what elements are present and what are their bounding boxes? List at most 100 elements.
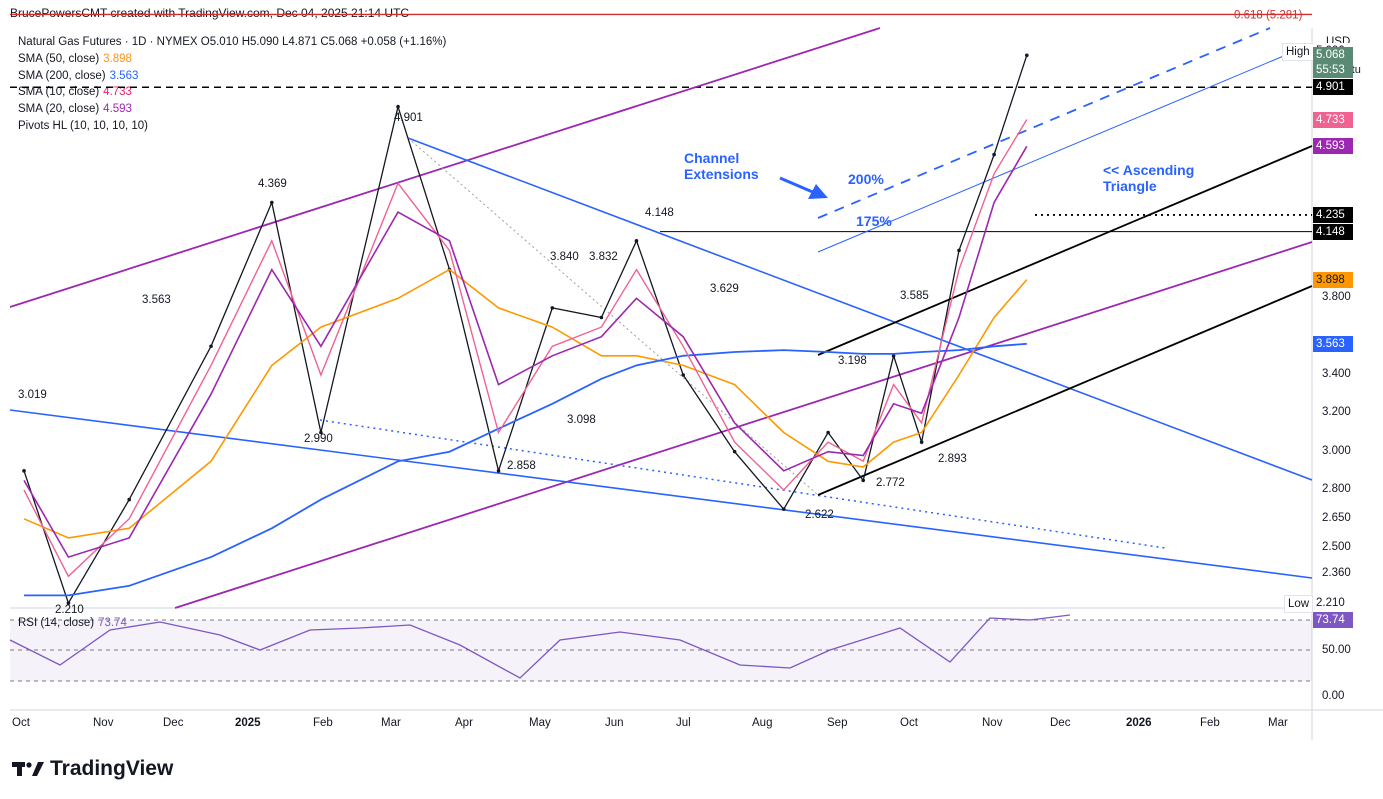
time-tick-label: Mar	[1268, 717, 1288, 729]
data-point-0-7	[447, 267, 452, 272]
pivot-label: 2.772	[876, 477, 905, 489]
legend-sma-20[interactable]: SMA (20, close) 4.593	[18, 101, 446, 118]
legend-sma-50[interactable]: SMA (50, close) 3.898	[18, 51, 446, 68]
price-tag: 4.235	[1313, 206, 1353, 223]
pivot-label: 4.369	[258, 178, 287, 190]
data-point-0-5	[319, 430, 323, 435]
price-tag: 4.901	[1313, 79, 1353, 96]
time-tick-label: Mar	[381, 717, 401, 729]
series-line-2	[24, 342, 1027, 597]
rsi-label: RSI (14, close)	[18, 617, 95, 629]
trendline-downtrend-lower	[9, 409, 1313, 579]
sma-20-value: 4.593	[103, 103, 132, 116]
sma-50-label: SMA (50, close)	[18, 52, 100, 65]
pivot-label: 2.622	[805, 509, 834, 521]
data-point-0-12	[681, 373, 686, 377]
data-point-0-3	[209, 344, 213, 349]
tradingview-logo-icon	[12, 760, 44, 778]
sma-50-value: 3.898	[103, 52, 132, 65]
series-line-4	[23, 145, 1028, 559]
price-tick-label: 3.200	[1322, 406, 1351, 419]
series-line-1	[23, 268, 1028, 539]
time-tick-label: Oct	[12, 717, 30, 729]
series-line-0	[23, 55, 1028, 605]
time-tick-label: 2026	[1126, 717, 1152, 729]
trendline-pivot-diagonal	[407, 137, 819, 496]
symbol-line[interactable]: Natural Gas Futures · 1D · NYMEX O5.010 …	[18, 36, 447, 48]
sma-10-label: SMA (10, close)	[18, 86, 100, 99]
legend-pivots[interactable]: Pivots HL (10, 10, 10, 10)	[18, 118, 446, 135]
trendline-support-dotted	[319, 419, 1166, 549]
time-tick-label: Jul	[676, 717, 691, 729]
ascending-triangle-annotation: << Ascending Triangle	[1103, 162, 1195, 194]
price-tag-low-prefix: Low	[1284, 595, 1314, 614]
pivot-label: 4.148	[645, 207, 674, 219]
time-tick-label: Feb	[313, 717, 333, 729]
pivot-label: 3.585	[900, 290, 929, 302]
price-tick-label: 2.500	[1322, 540, 1351, 553]
pivot-label: 2.893	[938, 453, 967, 465]
pivot-label: 3.198	[838, 355, 867, 367]
pivot-label: 3.563	[142, 294, 171, 306]
annotation-arrow-line	[779, 176, 816, 195]
time-tick-label: Nov	[93, 717, 114, 729]
data-point-0-11	[634, 239, 639, 243]
rsi-line	[9, 614, 1071, 679]
price-tick-label: 2.650	[1322, 511, 1351, 524]
sma-200-label: SMA (200, close)	[18, 69, 106, 82]
pivot-label: 2.210	[55, 604, 84, 616]
price-tag-high-prefix: High	[1282, 43, 1314, 62]
price-tick-label: 2.360	[1322, 567, 1351, 580]
data-point-0-4	[270, 200, 274, 205]
fib-label: 0.618 (5.281)	[1234, 9, 1303, 21]
trendline-rising-lower	[817, 285, 1313, 496]
legend-sma-10[interactable]: SMA (10, close) 4.733	[18, 84, 446, 101]
tradingview-logo[interactable]: TradingView	[12, 757, 173, 781]
series-line-3	[23, 119, 1028, 578]
trendline-rising-upper	[817, 145, 1313, 356]
pivot-label: 2.858	[507, 460, 536, 472]
data-point-0-13	[732, 449, 737, 454]
data-point-0-8	[496, 469, 501, 473]
price-tag: 4.593	[1313, 138, 1353, 155]
channel-extensions-annotation: Channel Extensions	[684, 150, 759, 182]
chart-header: BrucePowersCMT created with TradingView.…	[10, 6, 410, 20]
time-tick-label: Feb	[1200, 717, 1220, 729]
price-tag: 4.733	[1313, 111, 1353, 128]
legend: Natural Gas Futures · 1D · NYMEX O5.010 …	[18, 34, 446, 135]
data-point-0-16	[861, 478, 865, 483]
trendline-ext-175	[817, 43, 1313, 253]
data-point-0-2	[127, 497, 132, 502]
sma-10-value: 4.733	[103, 86, 132, 99]
annotation-arrow-head	[808, 184, 828, 199]
pivot-label: 2.990	[304, 433, 333, 445]
rsi-band	[10, 620, 1312, 681]
pivot-label: 3.840	[550, 251, 579, 263]
rsi-tick-label: 0.00	[1322, 690, 1345, 702]
rsi-value: 73.74	[98, 617, 127, 629]
pivot-label: 3.098	[567, 414, 596, 426]
data-point-0-0	[22, 469, 26, 473]
data-point-0-19	[957, 248, 961, 253]
pct-200-annotation: 200%	[848, 171, 884, 187]
data-point-0-15	[826, 430, 830, 435]
time-tick-label: Aug	[752, 717, 773, 729]
price-tick-label: 3.400	[1322, 368, 1351, 380]
price-tick-label: 3.800	[1322, 291, 1351, 304]
legend-sma-200[interactable]: SMA (200, close) 3.563	[18, 68, 446, 85]
rsi-legend[interactable]: RSI (14, close) 73.74	[18, 617, 127, 629]
data-point-0-14	[781, 507, 786, 511]
time-tick-label: 2025	[235, 717, 261, 729]
price-tag: 3.563	[1313, 335, 1353, 352]
data-point-0-9	[550, 306, 555, 310]
time-tick-label: Apr	[455, 717, 473, 729]
price-tag: 55:53	[1313, 62, 1353, 79]
trendline-channel-lower	[174, 241, 1313, 609]
time-tick-label: Oct	[900, 717, 918, 729]
price-tag: 73.74	[1313, 612, 1353, 628]
pct-175-annotation: 175%	[856, 213, 892, 229]
price-tick-label: 2.800	[1322, 483, 1351, 495]
pivot-label: 3.629	[710, 283, 739, 295]
sma-200-value: 3.563	[109, 69, 139, 82]
pivots-label: Pivots HL (10, 10, 10, 10)	[18, 119, 148, 132]
